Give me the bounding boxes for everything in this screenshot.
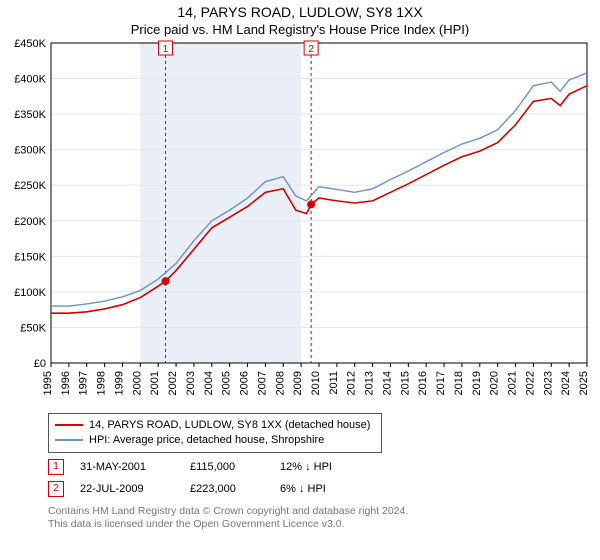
svg-text:£400K: £400K [14, 74, 46, 86]
price-chart: £0 £50K £100K £150K £200K £250K £300K £350K £400… [5, 37, 595, 407]
svg-text:2004: 2004 [203, 371, 215, 395]
svg-text:1996: 1996 [60, 371, 72, 395]
sale-delta: 6% ↓ HPI [280, 483, 370, 495]
legend-item: 14, PARYS ROAD, LUDLOW, SY8 1XX (detache… [55, 418, 375, 433]
svg-text:1995: 1995 [42, 371, 54, 395]
svg-text:2017: 2017 [435, 371, 447, 395]
svg-text:2002: 2002 [167, 371, 179, 395]
footnote: Contains HM Land Registry data © Crown c… [48, 505, 600, 532]
legend-swatch [55, 424, 83, 426]
svg-text:2005: 2005 [221, 371, 233, 395]
svg-text:2019: 2019 [471, 371, 483, 395]
svg-text:2015: 2015 [399, 371, 411, 395]
svg-text:2010: 2010 [310, 371, 322, 395]
svg-text:2013: 2013 [364, 371, 376, 395]
legend-label: HPI: Average price, detached house, Shro… [89, 433, 324, 448]
sale-price: £223,000 [190, 483, 280, 495]
legend-swatch [55, 439, 83, 441]
svg-text:2012: 2012 [346, 371, 358, 395]
svg-text:2: 2 [308, 44, 314, 55]
svg-text:£250K: £250K [14, 180, 46, 192]
svg-text:2023: 2023 [542, 371, 554, 395]
sale-price: £115,000 [190, 461, 280, 473]
svg-text:1997: 1997 [78, 371, 90, 395]
svg-text:£300K: £300K [14, 145, 46, 157]
sale-date: 31-MAY-2001 [80, 461, 190, 473]
svg-text:2001: 2001 [149, 371, 161, 395]
svg-text:2011: 2011 [328, 371, 340, 395]
svg-text:£150K: £150K [14, 251, 46, 263]
svg-text:2020: 2020 [489, 371, 501, 395]
svg-text:2021: 2021 [507, 371, 519, 395]
svg-text:£0: £0 [34, 358, 46, 370]
svg-text:£100K: £100K [14, 287, 46, 299]
svg-text:2022: 2022 [524, 371, 536, 395]
sale-row: 2 22-JUL-2009 £223,000 6% ↓ HPI [48, 481, 600, 497]
page-title: 14, PARYS ROAD, LUDLOW, SY8 1XX [0, 4, 600, 20]
svg-text:2006: 2006 [239, 371, 251, 395]
svg-text:2024: 2024 [560, 371, 572, 395]
svg-text:2009: 2009 [292, 371, 304, 395]
sale-row: 1 31-MAY-2001 £115,000 12% ↓ HPI [48, 459, 600, 475]
footnote-line: This data is licensed under the Open Gov… [48, 518, 600, 532]
svg-text:2000: 2000 [131, 371, 143, 395]
svg-text:2025: 2025 [578, 371, 590, 395]
svg-text:£50K: £50K [20, 322, 46, 334]
legend-item: HPI: Average price, detached house, Shro… [55, 433, 375, 448]
legend-label: 14, PARYS ROAD, LUDLOW, SY8 1XX (detache… [89, 418, 370, 433]
legend: 14, PARYS ROAD, LUDLOW, SY8 1XX (detache… [48, 413, 382, 453]
svg-text:2018: 2018 [453, 371, 465, 395]
chart-svg: £0 £50K £100K £150K £200K £250K £300K £350K £400… [5, 37, 595, 407]
svg-text:£200K: £200K [14, 216, 46, 228]
svg-text:1: 1 [163, 44, 169, 55]
svg-text:1998: 1998 [96, 371, 108, 395]
svg-text:2008: 2008 [274, 371, 286, 395]
svg-text:2016: 2016 [417, 371, 429, 395]
svg-text:2014: 2014 [381, 371, 393, 395]
svg-text:1999: 1999 [113, 371, 125, 395]
sale-delta: 12% ↓ HPI [280, 461, 370, 473]
svg-text:£450K: £450K [14, 38, 46, 50]
svg-text:2007: 2007 [256, 371, 268, 395]
footnote-line: Contains HM Land Registry data © Crown c… [48, 505, 600, 519]
svg-text:£350K: £350K [14, 109, 46, 121]
sale-badge: 1 [48, 459, 64, 475]
svg-text:2003: 2003 [185, 371, 197, 395]
sale-badge: 2 [48, 481, 64, 497]
sale-date: 22-JUL-2009 [80, 483, 190, 495]
page-subtitle: Price paid vs. HM Land Registry's House … [0, 22, 600, 37]
